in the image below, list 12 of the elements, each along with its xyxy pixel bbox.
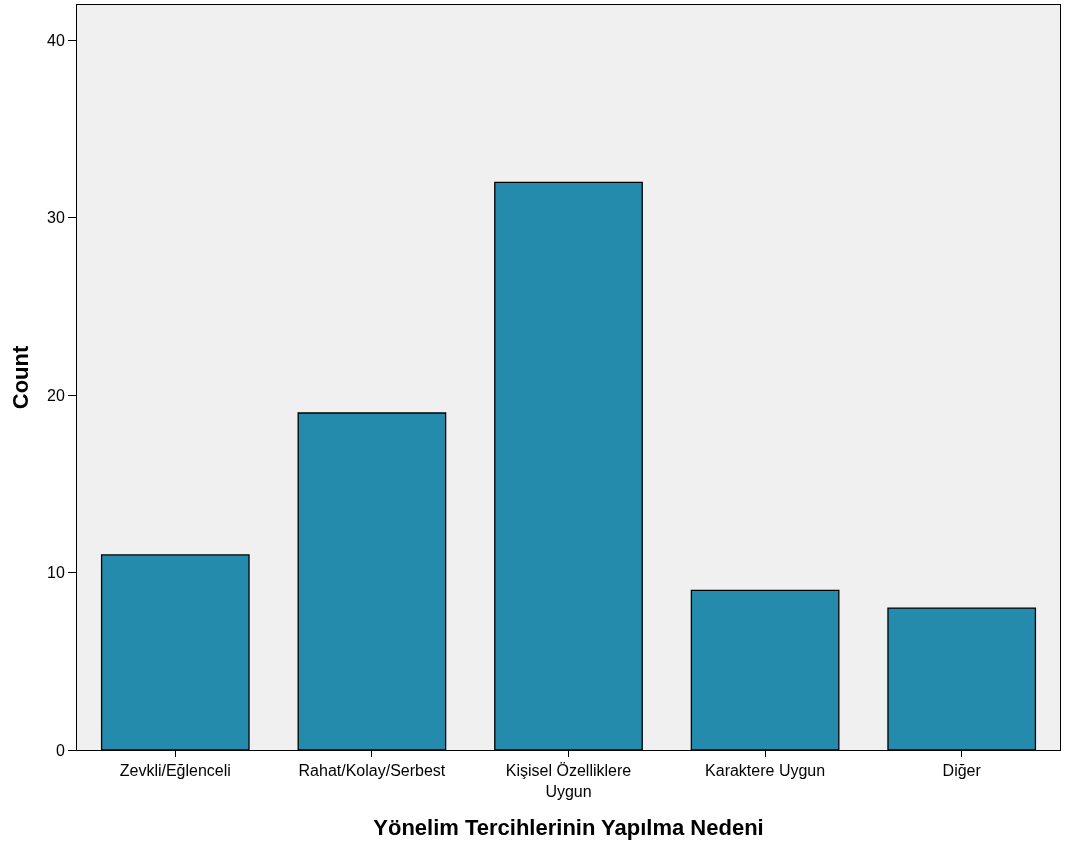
x-tick-label: Zevkli/Eğlenceli [119,762,231,780]
y-tick-label: 30 [47,209,65,227]
y-tick-label: 20 [47,386,65,404]
x-tick-label: Karaktere Uygun [705,762,826,780]
y-axis-title: Count [7,345,33,410]
x-tick-label: Kişisel Özelliklere Uygun [505,762,632,800]
y-tick-label: 10 [47,564,65,582]
x-tick-label: Diğer [942,762,982,780]
y-tick-label: 0 [55,741,65,759]
x-axis-title: Yönelim Tercihlerinin Yapılma Nedeni [373,814,764,840]
y-tick-label: 40 [47,32,65,50]
x-tick-label: Rahat/Kolay/Serbest [298,762,446,780]
